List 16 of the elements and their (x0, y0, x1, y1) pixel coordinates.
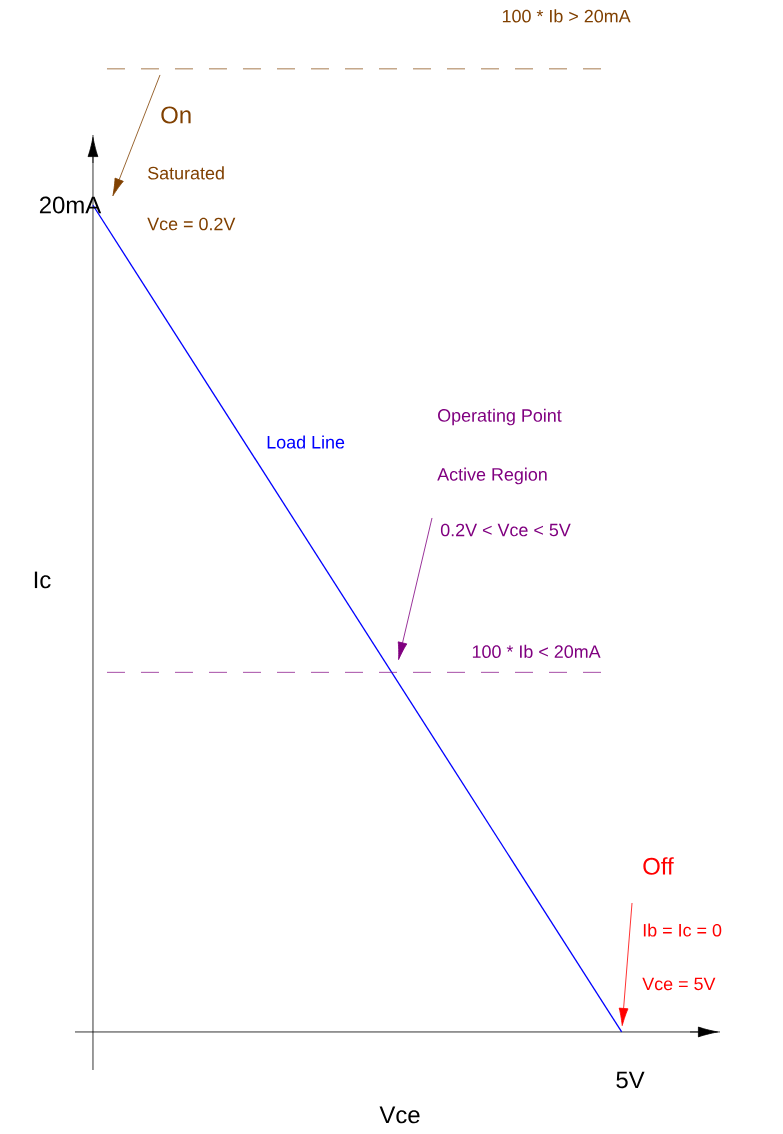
annotation: Active Region (437, 467, 547, 485)
text: Saturated (148, 166, 224, 180)
annotation: 20mA (39, 196, 102, 214)
annotation: Vce = 5V (642, 977, 716, 991)
ref-line-label: 100 * Ib > 20mA (502, 9, 631, 23)
y-axis-title: Ic (34, 571, 51, 589)
ref-line-label: 100 * Ib < 20mA (472, 644, 601, 658)
x-axis-title: Vce (379, 1106, 420, 1124)
annotation: Vce = 0.2V (147, 217, 236, 231)
annotation: Ib = Ic = 0 (643, 923, 722, 937)
annotation: 0.2V < Vce < 5V (440, 523, 571, 537)
annotation: Operating Point (438, 408, 562, 426)
annotation: Off (643, 857, 674, 875)
text: On (161, 106, 191, 124)
series-label: Load Line (267, 435, 345, 449)
text: 5V (616, 1071, 645, 1089)
